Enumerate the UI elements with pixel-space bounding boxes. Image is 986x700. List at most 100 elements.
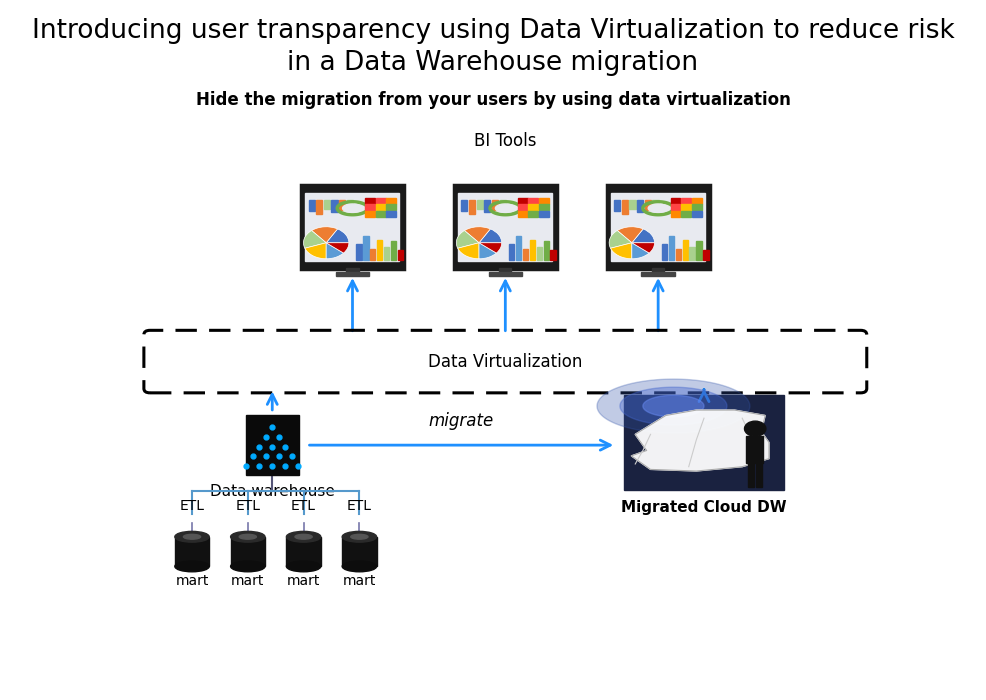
Wedge shape <box>464 227 490 243</box>
Bar <box>670 211 680 217</box>
Bar <box>703 251 709 260</box>
Bar <box>516 236 522 260</box>
Bar <box>390 241 396 260</box>
Bar <box>175 537 209 566</box>
Bar <box>543 241 549 260</box>
Wedge shape <box>610 243 632 259</box>
Bar <box>317 200 322 214</box>
Bar <box>370 249 376 260</box>
Bar <box>652 267 665 273</box>
Wedge shape <box>609 230 632 248</box>
Bar <box>692 198 702 204</box>
Bar <box>309 200 315 211</box>
Bar <box>458 193 552 261</box>
Polygon shape <box>648 204 669 212</box>
Bar <box>356 244 362 260</box>
Bar <box>518 211 528 217</box>
Bar <box>492 200 498 210</box>
Bar <box>637 200 643 212</box>
Bar <box>488 272 523 276</box>
Circle shape <box>744 421 766 436</box>
Bar <box>384 246 389 260</box>
Bar <box>746 435 763 463</box>
Ellipse shape <box>183 534 200 539</box>
Bar <box>335 272 370 276</box>
Bar <box>696 241 702 260</box>
Bar <box>365 211 375 217</box>
Ellipse shape <box>342 531 377 542</box>
Bar <box>518 198 528 204</box>
Polygon shape <box>631 410 769 471</box>
Bar <box>748 463 754 487</box>
Bar <box>347 200 353 208</box>
Wedge shape <box>326 229 349 243</box>
Bar <box>756 463 762 487</box>
Wedge shape <box>479 243 496 259</box>
Polygon shape <box>643 395 704 416</box>
Text: ETL: ETL <box>236 498 260 512</box>
Bar <box>342 537 377 566</box>
Bar <box>689 246 695 260</box>
Text: Data warehouse: Data warehouse <box>210 484 334 500</box>
Text: ETL: ETL <box>179 498 204 512</box>
Bar <box>539 198 549 204</box>
Bar <box>484 200 490 212</box>
Text: Migrated Cloud DW: Migrated Cloud DW <box>621 500 787 515</box>
Wedge shape <box>304 230 326 248</box>
Text: ETL: ETL <box>291 498 317 512</box>
Bar <box>528 204 538 211</box>
Text: mart: mart <box>176 575 209 589</box>
Bar <box>611 193 705 261</box>
Bar <box>461 200 467 211</box>
FancyBboxPatch shape <box>301 185 404 269</box>
Ellipse shape <box>286 531 320 542</box>
Bar <box>645 200 651 210</box>
Bar <box>363 236 369 260</box>
Bar <box>387 211 396 217</box>
Bar <box>387 204 396 211</box>
Polygon shape <box>598 379 749 433</box>
Ellipse shape <box>231 561 265 572</box>
Bar <box>365 198 375 204</box>
Ellipse shape <box>295 534 313 539</box>
Bar <box>681 198 691 204</box>
Bar <box>387 198 396 204</box>
Text: migrate: migrate <box>429 412 494 430</box>
Bar <box>331 200 337 212</box>
Bar <box>669 236 674 260</box>
Bar <box>629 200 636 209</box>
Bar <box>614 200 620 211</box>
Ellipse shape <box>286 561 320 572</box>
Bar <box>323 200 330 209</box>
Ellipse shape <box>231 531 265 542</box>
Wedge shape <box>632 229 655 243</box>
Bar <box>376 211 386 217</box>
Bar <box>476 200 483 209</box>
Bar <box>231 537 265 566</box>
Ellipse shape <box>175 531 209 542</box>
Polygon shape <box>620 387 727 425</box>
Bar <box>670 204 680 211</box>
Text: mart: mart <box>231 575 264 589</box>
Bar <box>622 200 628 214</box>
Bar <box>377 239 383 260</box>
Bar <box>518 204 528 211</box>
Bar <box>339 200 345 210</box>
Bar <box>675 249 681 260</box>
Bar <box>346 267 359 273</box>
Bar <box>681 204 691 211</box>
Text: ETL: ETL <box>347 498 372 512</box>
Bar <box>550 251 556 260</box>
Text: Introducing user transparency using Data Virtualization to reduce risk
in a Data: Introducing user transparency using Data… <box>32 18 954 76</box>
Bar <box>662 244 668 260</box>
Wedge shape <box>312 227 337 243</box>
Text: Data Virtualization: Data Virtualization <box>428 353 583 370</box>
Bar <box>528 198 538 204</box>
Bar <box>624 395 784 489</box>
Bar <box>653 200 659 208</box>
Ellipse shape <box>240 534 256 539</box>
Bar <box>500 200 506 208</box>
Bar <box>306 193 399 261</box>
Text: mart: mart <box>343 575 376 589</box>
Bar <box>682 239 688 260</box>
